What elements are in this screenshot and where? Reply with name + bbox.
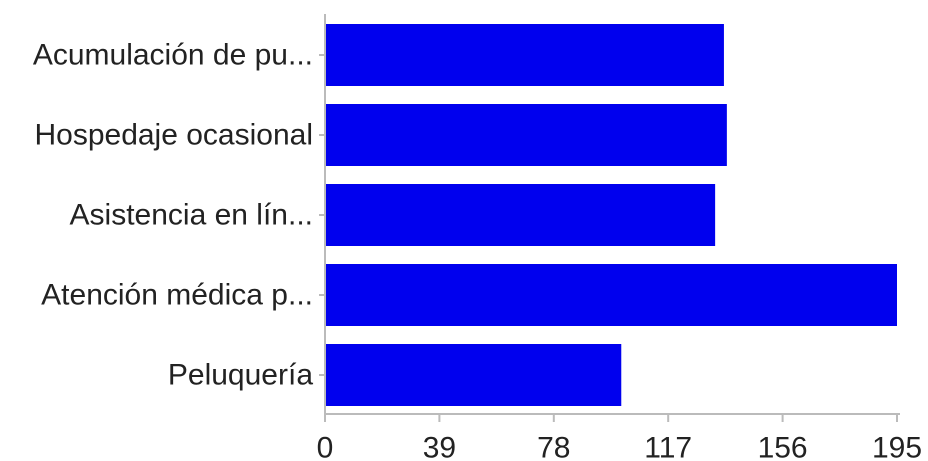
bar bbox=[326, 344, 622, 406]
bar bbox=[326, 104, 727, 166]
category-label: Atención médica p... bbox=[41, 279, 313, 312]
bar bbox=[326, 264, 897, 326]
x-tick-label: 156 bbox=[758, 432, 808, 461]
bars-group bbox=[326, 24, 897, 406]
x-tick-label: 117 bbox=[644, 432, 692, 461]
x-ticks: 0 39 78 117 156 195 bbox=[317, 414, 922, 461]
x-tick-label: 39 bbox=[423, 432, 456, 461]
category-label: Asistencia en lín... bbox=[70, 199, 313, 232]
category-label: Hospedaje ocasional bbox=[34, 119, 313, 152]
x-tick-label: 78 bbox=[537, 432, 570, 461]
category-label: Acumulación de pu... bbox=[33, 39, 313, 72]
category-labels: Acumulación de pu... Hospedaje ocasional A… bbox=[33, 39, 325, 392]
x-tick-label: 195 bbox=[872, 432, 922, 461]
category-label: Peluquería bbox=[168, 359, 313, 392]
bar bbox=[326, 24, 724, 86]
x-tick-label: 0 bbox=[317, 432, 334, 461]
bar bbox=[326, 184, 716, 246]
